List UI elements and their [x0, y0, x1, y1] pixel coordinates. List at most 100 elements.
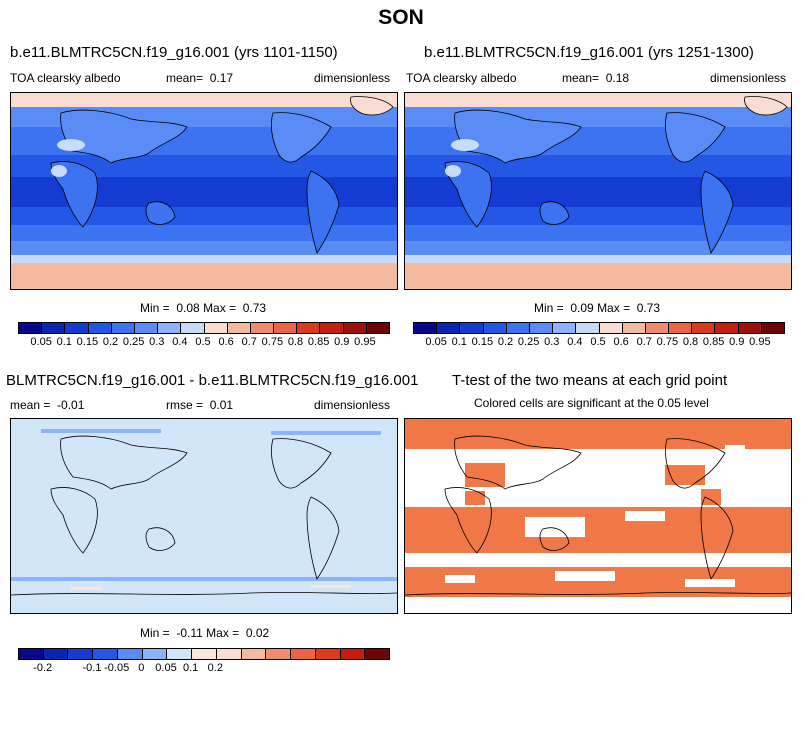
panel1-colorbar-ticks: 0.05 0.1 0.15 0.2 0.25 0.3 0.4 0.5 0.6 0.7 0.75 0.8… [18, 336, 388, 350]
panel2-units: dimensionless [710, 71, 787, 85]
panel1-colorbar-label: 0.05 [30, 336, 52, 348]
panel3-colorbar-cell [43, 649, 69, 659]
panel1-colorbar-cell [297, 323, 321, 333]
panel2-colorbar-cell [692, 323, 716, 333]
panel1-title: b.e11.BLMTRC5CN.f19_g16.001 (yrs 1101-11… [10, 44, 338, 61]
panel1-colorbar [18, 322, 390, 334]
panel3-colorbar-label: -0.05 [104, 662, 130, 674]
panel2-colorbar [413, 322, 785, 334]
panel1-colorbar-cell [111, 323, 135, 333]
panel2-title: b.e11.BLMTRC5CN.f19_g16.001 (yrs 1251-13… [424, 44, 754, 61]
panel2-colorbar-ticks: 0.05 0.1 0.15 0.2 0.25 0.3 0.4 0.5 0.6 0.7 0.75 0.8… [413, 336, 783, 350]
panel3-title: BLMTRC5CN.f19_g16.001 - b.e11.BLMTRC5CN.… [6, 372, 419, 389]
panel3-colorbar-label: 0.1 [183, 662, 199, 674]
panel1-colorbar-label: 0.85 [307, 336, 330, 348]
panel2-min-value: 0.09 [570, 301, 594, 315]
panel1-colorbar-cell [274, 323, 298, 333]
panel2-colorbar-label: 0.25 [517, 336, 540, 348]
panel1-colorbar-label: 0.3 [149, 336, 165, 348]
panel2-colorbar-cell [761, 323, 784, 333]
panel4-subtitle: Colored cells are significant at the 0.0… [474, 396, 709, 410]
panel1-colorbar-label: 0.9 [334, 336, 350, 348]
panel3-colorbar-cell [117, 649, 143, 659]
panel2-colorbar-cell [599, 323, 623, 333]
panel1-colorbar-label: 0.15 [76, 336, 99, 348]
panel1-colorbar-cell [19, 323, 43, 333]
panel2-colorbar-cell [715, 323, 739, 333]
panel2-colorbar-cell [669, 323, 693, 333]
panel1-max-value: 0.73 [242, 301, 267, 315]
panel2-colorbar-cell [645, 323, 670, 333]
panel3-mean-label: mean = [10, 398, 51, 412]
panel4-title: T-test of the two means at each grid poi… [452, 372, 728, 389]
panel3-rmse-label: rmse = [166, 398, 204, 412]
panel1-colorbar-label: 0.8 [287, 336, 304, 348]
panel2-colorbar-label: 0.95 [749, 336, 771, 348]
panel3-mean: mean = -0.01 [10, 398, 84, 412]
panel1-colorbar-cell [158, 323, 182, 333]
panel1-colorbar-cell [250, 323, 275, 333]
panel3-colorbar-label: 0 [138, 662, 145, 674]
panel1-colorbar-label: 0.4 [172, 336, 188, 348]
panel3-colorbar-cell [315, 649, 341, 659]
panel1-colorbar-cell [134, 323, 159, 333]
panel3-colorbar-ticks: -0.2 -0.1 -0.05 0 0.05 0.1 0.2 [18, 662, 388, 676]
panel3-rmse: rmse = 0.01 [166, 398, 233, 412]
panel3-colorbar-label: -0.1 [82, 662, 102, 674]
panel1-colorbar-label: 0.5 [195, 336, 211, 348]
panel1-colorbar-cell [204, 323, 228, 333]
panel2-colorbar-cell [738, 323, 762, 333]
panel3-colorbar-cell [19, 649, 44, 659]
panel3-colorbar-cell [291, 649, 316, 659]
panel3-min-value: -0.11 [176, 626, 203, 640]
panel2-mean: mean= 0.18 [562, 71, 629, 85]
panel2-colorbar-cell [483, 323, 507, 333]
panel2-minmax: Min = 0.09 Max = 0.73 [534, 301, 660, 315]
panel3-colorbar-cell [340, 649, 366, 659]
panel1-mean: mean= 0.17 [166, 71, 233, 85]
panel4-map [404, 418, 792, 614]
panel2-min-label: Min = [534, 301, 564, 315]
panel2-colorbar-label: 0.6 [613, 336, 629, 348]
panel3-colorbar-cell [68, 649, 94, 659]
panel2-colorbar-label: 0.2 [497, 336, 514, 348]
panel1-colorbar-label: 0.6 [218, 336, 234, 348]
panel3-max-value: 0.02 [245, 626, 270, 640]
panel2-colorbar-label: 0.05 [425, 336, 447, 348]
panel1-colorbar-cell [181, 323, 205, 333]
panel1-map [10, 92, 398, 290]
panel2-max-label: Max = [597, 301, 631, 315]
panel2-colorbar-label: 0.85 [702, 336, 725, 348]
panel2-colorbar-label: 0.7 [636, 336, 652, 348]
panel1-colorbar-label: 0.25 [122, 336, 145, 348]
panel2-max-value: 0.73 [636, 301, 661, 315]
panel2-colorbar-cell [414, 323, 438, 333]
panel3-colorbar-label: 0.2 [207, 662, 223, 674]
panel3-colorbar-cell [266, 649, 292, 659]
panel1-colorbar-label: 0.7 [241, 336, 257, 348]
panel2-colorbar-cell [576, 323, 600, 333]
panel2-colorbar-cell [460, 323, 484, 333]
panel2-colorbar-label: 0.3 [544, 336, 560, 348]
panel1-colorbar-cell [65, 323, 89, 333]
panel3-mean-value: -0.01 [57, 398, 85, 412]
panel3-minmax: Min = -0.11 Max = 0.02 [140, 626, 269, 640]
panel1-colorbar-cell [366, 323, 389, 333]
panel3-colorbar-cell [216, 649, 242, 659]
panel1-colorbar-label: 0.75 [261, 336, 284, 348]
panel3-map [10, 418, 398, 614]
panel1-colorbar-cell [320, 323, 344, 333]
panel2-colorbar-label: 0.4 [567, 336, 583, 348]
panel1-colorbar-cell [88, 323, 112, 333]
panel2-colorbar-label: 0.9 [729, 336, 745, 348]
panel3-colorbar-label: -0.2 [33, 662, 53, 674]
panel2-mean-value: 0.18 [605, 71, 630, 85]
panel1-minmax: Min = 0.08 Max = 0.73 [140, 301, 266, 315]
panel1-colorbar-cell [343, 323, 367, 333]
panel3-colorbar-cell [93, 649, 118, 659]
panel3-units: dimensionless [314, 398, 391, 412]
figure-title: SON [378, 6, 424, 29]
panel3-max-label: Max = [206, 626, 240, 640]
panel3-min-label: Min = [140, 626, 170, 640]
panel1-colorbar-label: 0.2 [102, 336, 119, 348]
